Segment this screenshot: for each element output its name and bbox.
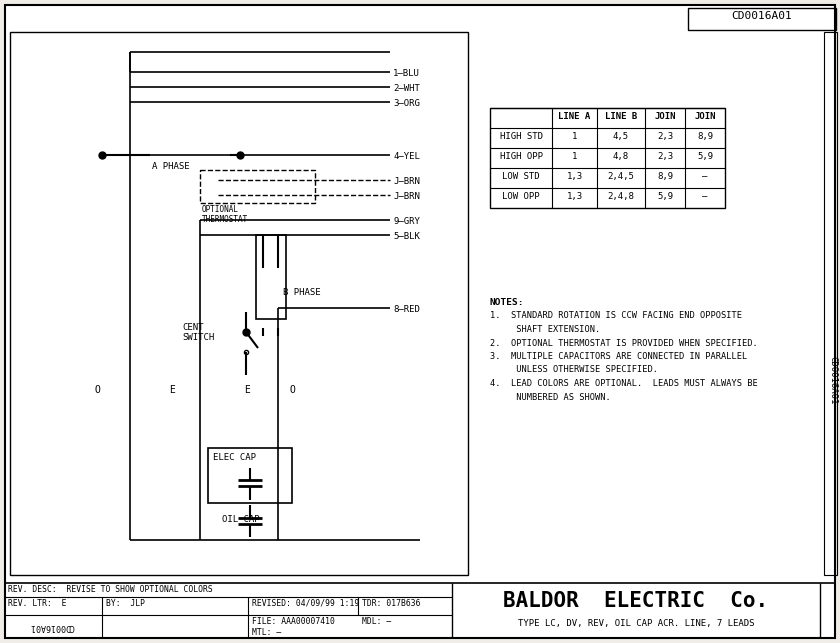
Bar	[688, 8, 836, 30]
Text: FILE: AAA00007410: FILE: AAA00007410	[252, 617, 335, 626]
Text: MDL: –: MDL: –	[362, 617, 391, 626]
Text: LOW OPP: LOW OPP	[502, 192, 540, 201]
Text: CD0016A01: CD0016A01	[732, 11, 792, 21]
Text: 2–WHT: 2–WHT	[393, 84, 420, 93]
Text: 4.  LEAD COLORS ARE OPTIONAL.  LEADS MUST ALWAYS BE: 4. LEAD COLORS ARE OPTIONAL. LEADS MUST …	[490, 379, 758, 388]
Text: 3.  MULTIPLE CAPACITORS ARE CONNECTED IN PARALLEL: 3. MULTIPLE CAPACITORS ARE CONNECTED IN …	[490, 352, 748, 361]
Text: 1: 1	[572, 132, 577, 141]
Text: TYPE LC, DV, REV, OIL CAP ACR. LINE, 7 LEADS: TYPE LC, DV, REV, OIL CAP ACR. LINE, 7 L…	[517, 619, 754, 628]
Text: JOIN: JOIN	[654, 112, 675, 121]
Bar	[824, 32, 837, 575]
Text: TDR: 017B636: TDR: 017B636	[362, 599, 421, 608]
Text: 5,9: 5,9	[657, 192, 673, 201]
Text: HIGH STD: HIGH STD	[500, 132, 543, 141]
Text: 1–BLU: 1–BLU	[393, 69, 420, 78]
Text: 8,9: 8,9	[657, 172, 673, 181]
Text: 5–BLK: 5–BLK	[393, 232, 420, 241]
Text: BY:  JLP: BY: JLP	[106, 599, 145, 608]
Text: 4,5: 4,5	[613, 132, 629, 141]
Bar	[208, 448, 292, 503]
Text: UNLESS OTHERWISE SPECIFIED.: UNLESS OTHERWISE SPECIFIED.	[490, 365, 658, 374]
Bar	[200, 170, 315, 203]
Text: 5,9: 5,9	[697, 152, 713, 161]
Text: REV. DESC:  REVISE TO SHOW OPTIONAL COLORS: REV. DESC: REVISE TO SHOW OPTIONAL COLOR…	[8, 585, 213, 594]
Text: 1: 1	[572, 152, 577, 161]
Bar	[10, 32, 468, 575]
Bar	[256, 235, 286, 319]
Bar	[5, 583, 835, 638]
Text: 8–RED: 8–RED	[393, 305, 420, 314]
Text: 1,3: 1,3	[566, 172, 583, 181]
Text: LINE B: LINE B	[605, 112, 637, 121]
Text: –: –	[702, 172, 707, 181]
Text: NUMBERED AS SHOWN.: NUMBERED AS SHOWN.	[490, 392, 611, 401]
Text: CENT
SWITCH: CENT SWITCH	[182, 323, 214, 343]
Text: LOW STD: LOW STD	[502, 172, 540, 181]
Text: J–BRN: J–BRN	[393, 177, 420, 186]
Text: 1.  STANDARD ROTATION IS CCW FACING END OPPOSITE: 1. STANDARD ROTATION IS CCW FACING END O…	[490, 311, 742, 320]
Text: ELEC CAP: ELEC CAP	[213, 453, 256, 462]
Text: J–BRN: J–BRN	[393, 192, 420, 201]
Text: MTL: –: MTL: –	[252, 628, 281, 637]
Text: O: O	[289, 385, 295, 395]
Text: 2,4,8: 2,4,8	[607, 192, 634, 201]
Text: CD0016A01: CD0016A01	[828, 356, 837, 404]
Text: A PHASE: A PHASE	[152, 162, 190, 171]
Text: 3–ORG: 3–ORG	[393, 99, 420, 108]
Text: REV. LTR:  E: REV. LTR: E	[8, 599, 66, 608]
Text: OPTIONAL
THERMOSTAT: OPTIONAL THERMOSTAT	[202, 205, 249, 224]
Text: O: O	[94, 385, 100, 395]
Text: 8,9: 8,9	[697, 132, 713, 141]
Text: 2,3: 2,3	[657, 132, 673, 141]
Text: 2,4,5: 2,4,5	[607, 172, 634, 181]
Text: BALDOR  ELECTRIC  Co.: BALDOR ELECTRIC Co.	[503, 591, 769, 611]
Bar	[490, 108, 725, 208]
Text: SHAFT EXTENSION.: SHAFT EXTENSION.	[490, 325, 601, 334]
Text: 1,3: 1,3	[566, 192, 583, 201]
Text: E: E	[169, 385, 175, 395]
Text: NOTES:: NOTES:	[490, 298, 524, 307]
Text: 2,3: 2,3	[657, 152, 673, 161]
Text: JOIN: JOIN	[694, 112, 716, 121]
Text: 9–GRY: 9–GRY	[393, 217, 420, 226]
Text: 4–YEL: 4–YEL	[393, 152, 420, 161]
Text: B PHASE: B PHASE	[283, 288, 321, 297]
Text: REVISED: 04/09/99 1:19: REVISED: 04/09/99 1:19	[252, 599, 360, 608]
Text: 4,8: 4,8	[613, 152, 629, 161]
Text: CD0016A01: CD0016A01	[29, 622, 75, 631]
Text: LINE A: LINE A	[559, 112, 591, 121]
Text: –: –	[702, 192, 707, 201]
Text: HIGH OPP: HIGH OPP	[500, 152, 543, 161]
Text: E: E	[244, 385, 250, 395]
Text: OIL CAP: OIL CAP	[222, 515, 260, 524]
Text: 2.  OPTIONAL THERMOSTAT IS PROVIDED WHEN SPECIFIED.: 2. OPTIONAL THERMOSTAT IS PROVIDED WHEN …	[490, 338, 758, 347]
